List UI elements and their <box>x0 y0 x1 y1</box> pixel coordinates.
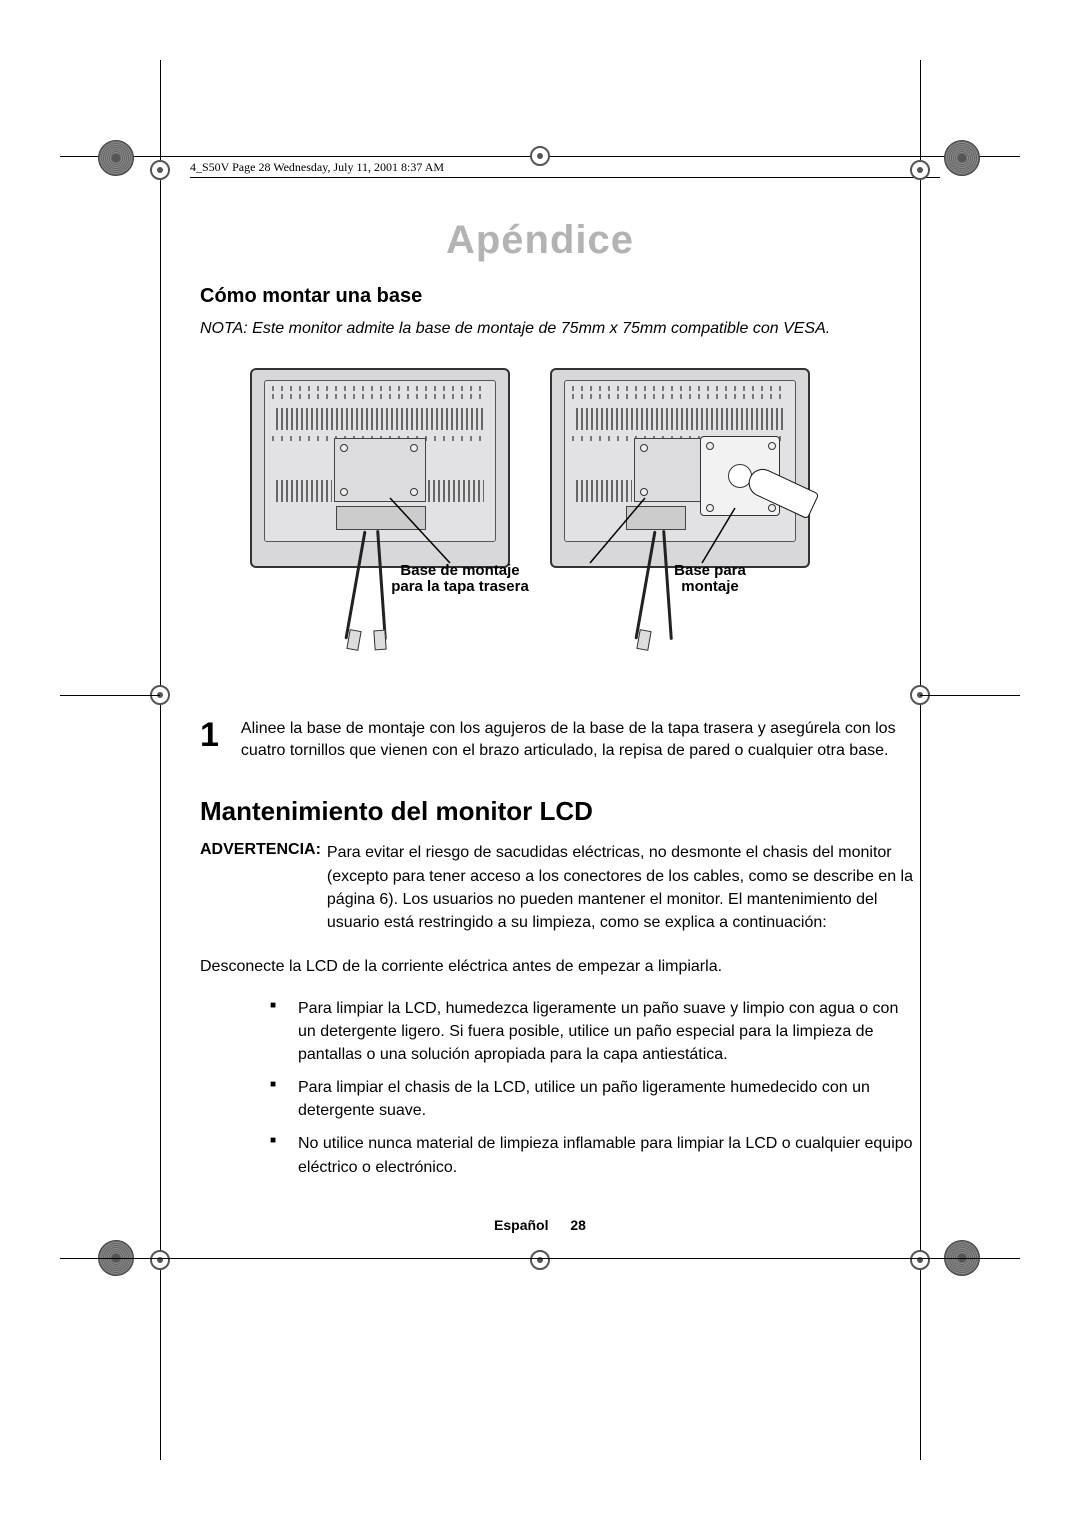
footer-page-number: 28 <box>570 1217 586 1233</box>
bullet-item: Para limpiar el chasis de la LCD, utilic… <box>270 1076 920 1122</box>
diagram-callouts <box>240 368 840 668</box>
warning-text: Para evitar el riesgo de sacudidas eléct… <box>327 841 920 934</box>
diagram-label-left-1: Base de montaje <box>400 562 519 579</box>
page-frame: 4_S50V Page 28 Wednesday, July 11, 2001 … <box>100 100 980 1428</box>
diagram-label-right-1: Base para <box>674 562 746 579</box>
maintenance-bullets: Para limpiar la LCD, humedezca ligeramen… <box>270 997 920 1179</box>
vesa-note: NOTA: Este monitor admite la base de mon… <box>200 318 920 340</box>
bullet-item: No utilice nunca material de limpieza in… <box>270 1132 920 1178</box>
page-footer: Español 28 <box>100 1217 980 1233</box>
disconnect-paragraph: Desconecte la LCD de la corriente eléctr… <box>200 956 920 978</box>
bullet-item: Para limpiar la LCD, humedezca ligeramen… <box>270 997 920 1067</box>
step-text: Alinee la base de montaje con los agujer… <box>241 718 920 763</box>
header-rule <box>190 177 940 178</box>
footer-language: Español <box>494 1217 548 1233</box>
mounting-diagram: Base de montaje para la tapa trasera Bas… <box>240 368 840 668</box>
warning-label: ADVERTENCIA: <box>200 841 321 934</box>
warning-block: ADVERTENCIA: Para evitar el riesgo de sa… <box>200 841 920 934</box>
diagram-label-left-2: para la tapa trasera <box>391 578 529 595</box>
appendix-title: Apéndice <box>100 218 980 263</box>
section-maintenance-title: Mantenimiento del monitor LCD <box>200 796 980 827</box>
diagram-label-right-2: montaje <box>681 578 739 595</box>
step-number: 1 <box>200 718 219 763</box>
page-header-meta: 4_S50V Page 28 Wednesday, July 11, 2001 … <box>190 160 980 175</box>
section-mount-base-title: Cómo montar una base <box>200 285 980 308</box>
step-1: 1 Alinee la base de montaje con los aguj… <box>200 718 920 763</box>
